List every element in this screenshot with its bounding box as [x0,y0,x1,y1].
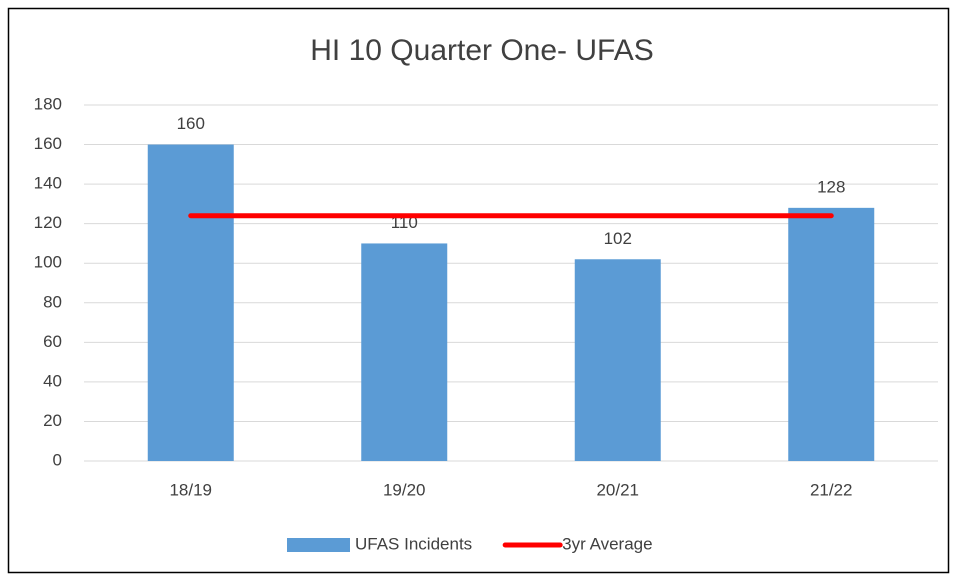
y-tick-label: 0 [53,450,62,469]
bar [147,144,234,462]
chart-title: HI 10 Quarter One- UFAS [310,34,653,67]
data-label: 160 [177,114,205,133]
x-tick-label: 20/21 [596,480,639,499]
x-tick-label: 19/20 [383,480,426,499]
y-tick-label: 120 [34,213,62,232]
legend-swatch [287,538,350,552]
bar [788,207,875,461]
legend-label: UFAS Incidents [355,534,472,553]
y-tick-label: 140 [34,174,62,193]
data-label: 128 [817,177,845,196]
bar [361,243,448,461]
legend-label: 3yr Average [562,534,652,553]
y-tick-label: 60 [43,332,62,351]
y-tick-label: 20 [43,411,62,430]
y-tick-label: 160 [34,134,62,153]
x-tick-label: 18/19 [169,480,212,499]
y-tick-label: 180 [34,94,62,113]
bar [574,259,661,461]
data-label: 102 [604,229,632,248]
y-tick-label: 80 [43,292,62,311]
y-tick-label: 100 [34,253,62,272]
x-tick-label: 21/22 [810,480,853,499]
y-tick-label: 40 [43,371,62,390]
